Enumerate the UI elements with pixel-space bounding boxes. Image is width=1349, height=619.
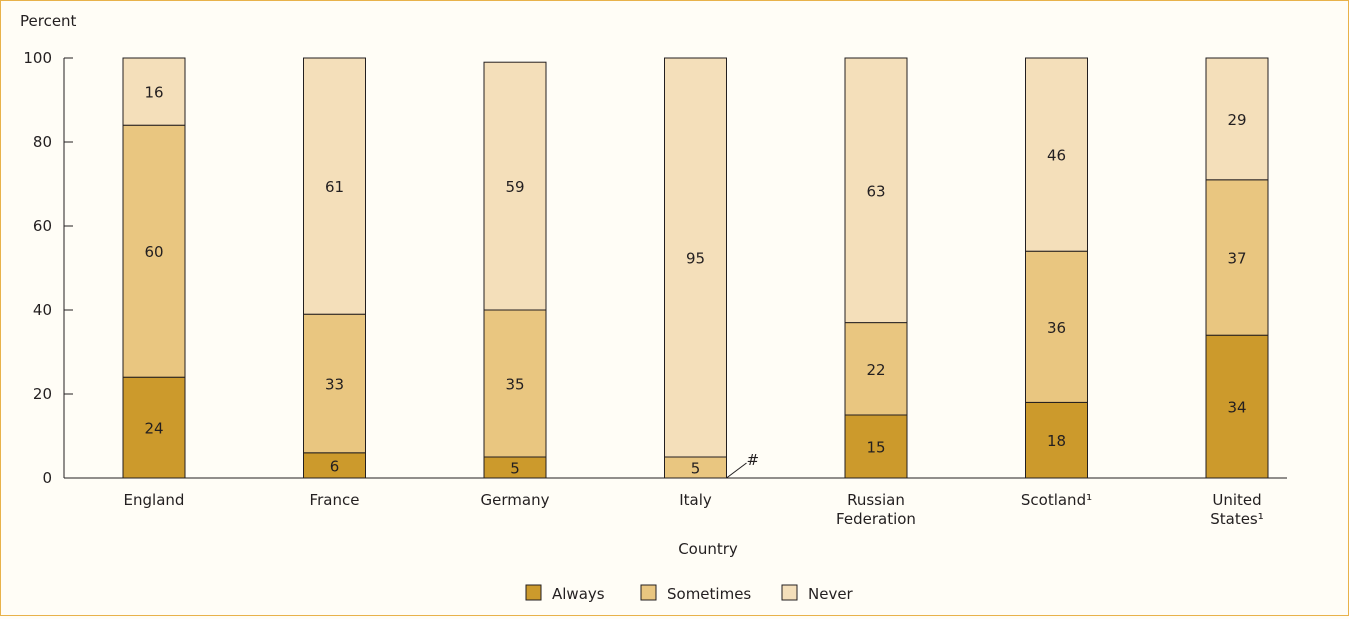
data-label: 5	[691, 460, 701, 478]
data-label: 36	[1047, 319, 1066, 337]
y-axis-label: Percent	[20, 12, 77, 30]
data-label: 24	[144, 420, 163, 438]
x-tick-label: England	[124, 491, 185, 509]
bar-segment-sometimes	[122, 124, 186, 378]
annotation-leader-line	[726, 462, 747, 479]
data-label: 60	[144, 243, 163, 261]
x-tick-label: Italy	[679, 491, 712, 509]
y-tick-label: 80	[33, 133, 52, 151]
legend-label-sometimes: Sometimes	[667, 585, 751, 603]
bar-segment-always	[844, 414, 908, 479]
x-tick-label: Scotland¹	[1021, 491, 1092, 509]
x-axis-label: Country	[678, 540, 738, 558]
bar-segment-always	[1025, 401, 1088, 479]
data-label: 33	[325, 376, 344, 394]
legend-swatch-sometimes	[640, 584, 657, 601]
x-tick-label: Russian Federation	[836, 491, 916, 528]
data-label: 37	[1227, 250, 1246, 268]
data-label: 34	[1227, 399, 1246, 417]
x-tick-label: United States¹	[1210, 491, 1264, 528]
y-tick-label: 60	[33, 217, 52, 235]
legend-label-never: Never	[808, 585, 854, 603]
bar-segment-never	[303, 57, 366, 315]
bar-segment-never	[664, 57, 727, 458]
bar-segment-never	[1025, 57, 1088, 252]
data-label: 6	[330, 457, 340, 475]
legend-swatch-always	[525, 584, 542, 601]
data-label: 18	[1047, 432, 1066, 450]
data-label: 5	[510, 460, 520, 478]
bar-segment-sometimes	[1205, 179, 1269, 336]
bar-segment-sometimes	[303, 313, 366, 454]
data-label: 46	[1047, 147, 1066, 165]
annotation-label: #	[747, 451, 760, 469]
data-label: 16	[144, 84, 163, 102]
data-label: 63	[866, 182, 885, 200]
bar-segment-sometimes	[1025, 250, 1088, 403]
bar-segment-sometimes	[844, 322, 908, 416]
data-label: 61	[325, 178, 344, 196]
data-label: 29	[1227, 111, 1246, 129]
y-tick-label: 100	[23, 49, 52, 67]
legend-label-always: Always	[552, 585, 605, 603]
bar-segment-never	[1205, 57, 1269, 181]
data-label: 95	[686, 250, 705, 268]
y-tick-label: 40	[33, 301, 52, 319]
data-label: 15	[866, 439, 885, 457]
data-label: 59	[505, 178, 524, 196]
x-tick-label: Germany	[481, 491, 550, 509]
bar-segment-always	[1205, 334, 1269, 479]
bar-segment-never	[122, 57, 186, 126]
bar-segment-never	[844, 57, 908, 324]
y-tick-label: 0	[42, 469, 52, 487]
bar-segment-always	[122, 376, 186, 479]
bar-segment-never	[483, 61, 547, 311]
data-label: 35	[505, 376, 524, 394]
x-tick-label: France	[310, 491, 360, 509]
data-label: 22	[866, 361, 885, 379]
legend-swatch-never	[781, 584, 798, 601]
y-tick-label: 20	[33, 385, 52, 403]
